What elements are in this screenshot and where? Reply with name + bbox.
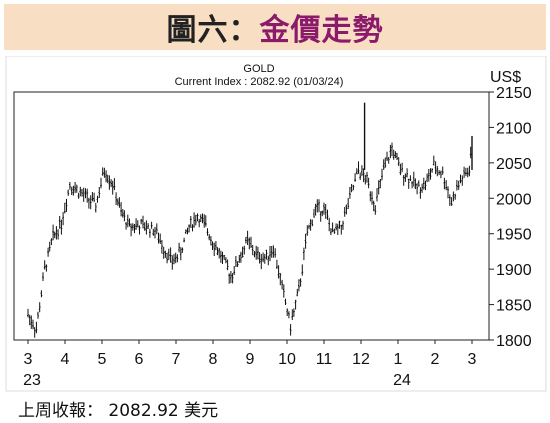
x-tick-label: 10 xyxy=(278,351,296,368)
x-tick-label: 11 xyxy=(316,351,333,368)
plot-frame xyxy=(13,91,490,341)
x-tick-label: 7 xyxy=(172,351,181,368)
title-main: 金價走勢 xyxy=(259,13,384,48)
x-tick-label: 2 xyxy=(431,351,440,368)
x-tick-label: 4 xyxy=(61,351,70,368)
x-tick-label: 3 xyxy=(468,351,477,368)
gold-price-chart: GOLD Current Index : 2082.92 (01/03/24) … xyxy=(5,56,547,392)
x-tick-label: 3 xyxy=(24,351,33,368)
unit-label: US$ xyxy=(490,69,521,86)
x-year-label: 23 xyxy=(23,372,41,389)
x-tick-label: 6 xyxy=(135,351,144,368)
chart-subtitle: Current Index : 2082.92 (01/03/24) xyxy=(175,76,344,88)
title-prefix: 圖六： xyxy=(166,13,260,48)
x-year-label: 24 xyxy=(393,372,411,389)
y-tick-label: 2150 xyxy=(496,85,532,102)
x-tick-label: 5 xyxy=(98,351,107,368)
y-tick-label: 1950 xyxy=(496,227,532,244)
x-tick-label: 8 xyxy=(209,351,218,368)
y-tick-label: 2050 xyxy=(496,156,532,173)
footer-note: 上周收報： 2082.92 美元 xyxy=(18,401,219,421)
title-banner: 圖六： 金價走勢 xyxy=(4,4,546,50)
x-tick-label: 1 xyxy=(394,351,403,368)
x-tick-label: 12 xyxy=(352,351,370,368)
x-tick-label: 9 xyxy=(246,351,255,368)
price-series xyxy=(27,102,473,338)
y-tick-label: 2100 xyxy=(496,120,532,137)
x-axis: 3 4 5 6 7 8 9 10 11 12 1 2 323 24 xyxy=(23,340,477,389)
price-bars xyxy=(27,142,472,338)
y-tick-label: 1900 xyxy=(496,262,532,279)
y-tick-label: 1800 xyxy=(496,333,532,350)
y-axis: 1800 1850 1900 1950 2000 2050 2100 2150 xyxy=(489,85,532,350)
chart-title: GOLD xyxy=(243,63,274,75)
y-tick-label: 2000 xyxy=(496,191,532,208)
y-tick-label: 1850 xyxy=(496,298,532,315)
